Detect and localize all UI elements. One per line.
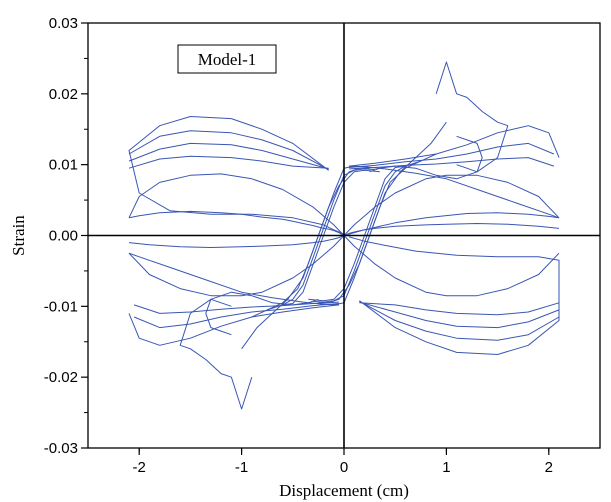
y-tick-label: 0.03 [49, 15, 78, 32]
axis-layer: -2 -1 0 1 2 0.03 0.02 0.01 0.00 -0.01 -0.02 -0.03 [44, 15, 601, 476]
series-line-36 [205, 298, 232, 336]
series-line-21 [313, 160, 421, 303]
legend-frame [177, 44, 277, 74]
x-tick-label: -2 [133, 459, 146, 476]
x-tick-label: 1 [442, 459, 450, 476]
series-line-33 [343, 223, 560, 236]
series-line-30 [359, 302, 560, 316]
y-axis-title: Strain [9, 215, 28, 256]
x-tick-label: 0 [340, 459, 348, 476]
series-line-29 [359, 301, 560, 329]
series-line-35 [456, 135, 483, 173]
series-line-2 [128, 173, 345, 236]
legend-label: Model-1 [198, 50, 257, 69]
x-tick-label: 2 [545, 459, 553, 476]
y-tick-label: 0.00 [49, 228, 78, 245]
series-line-28 [359, 300, 560, 341]
series-line-24 [133, 303, 339, 329]
series-line-1 [128, 210, 345, 236]
x-axis-title: Displacement (cm) [279, 481, 409, 500]
series-line-4 [343, 212, 560, 236]
series-line-32 [128, 235, 345, 297]
series-line-19 [323, 121, 447, 306]
series-line-23 [128, 304, 339, 346]
series-line-12 [349, 165, 560, 219]
series-line-10 [349, 142, 555, 168]
series-line-31 [343, 235, 560, 297]
legend-box: Model-1 [177, 44, 277, 74]
series-line-8 [128, 155, 329, 169]
series-layer [128, 61, 560, 410]
series-line-6 [128, 130, 329, 171]
series-line-5 [128, 116, 345, 235]
y-tick-label: -0.02 [44, 369, 78, 386]
y-tick-label: 0.01 [49, 157, 78, 174]
series-line-11 [349, 157, 555, 170]
series-line-3 [343, 174, 560, 236]
series-line-7 [128, 142, 329, 170]
series-line-22 [308, 165, 406, 302]
series-line-18 [282, 169, 380, 306]
series-line-25 [133, 301, 339, 314]
y-tick-label: -0.01 [44, 298, 78, 315]
y-tick-label: -0.03 [44, 440, 78, 457]
series-line-15 [241, 165, 365, 350]
series-line-27 [348, 236, 560, 355]
x-tick-label: -1 [235, 459, 248, 476]
series-line-34 [128, 235, 345, 248]
series-line-26 [128, 252, 339, 306]
series-line-17 [267, 168, 375, 311]
series-line-9 [349, 125, 560, 167]
y-tick-label: 0.02 [49, 86, 78, 103]
